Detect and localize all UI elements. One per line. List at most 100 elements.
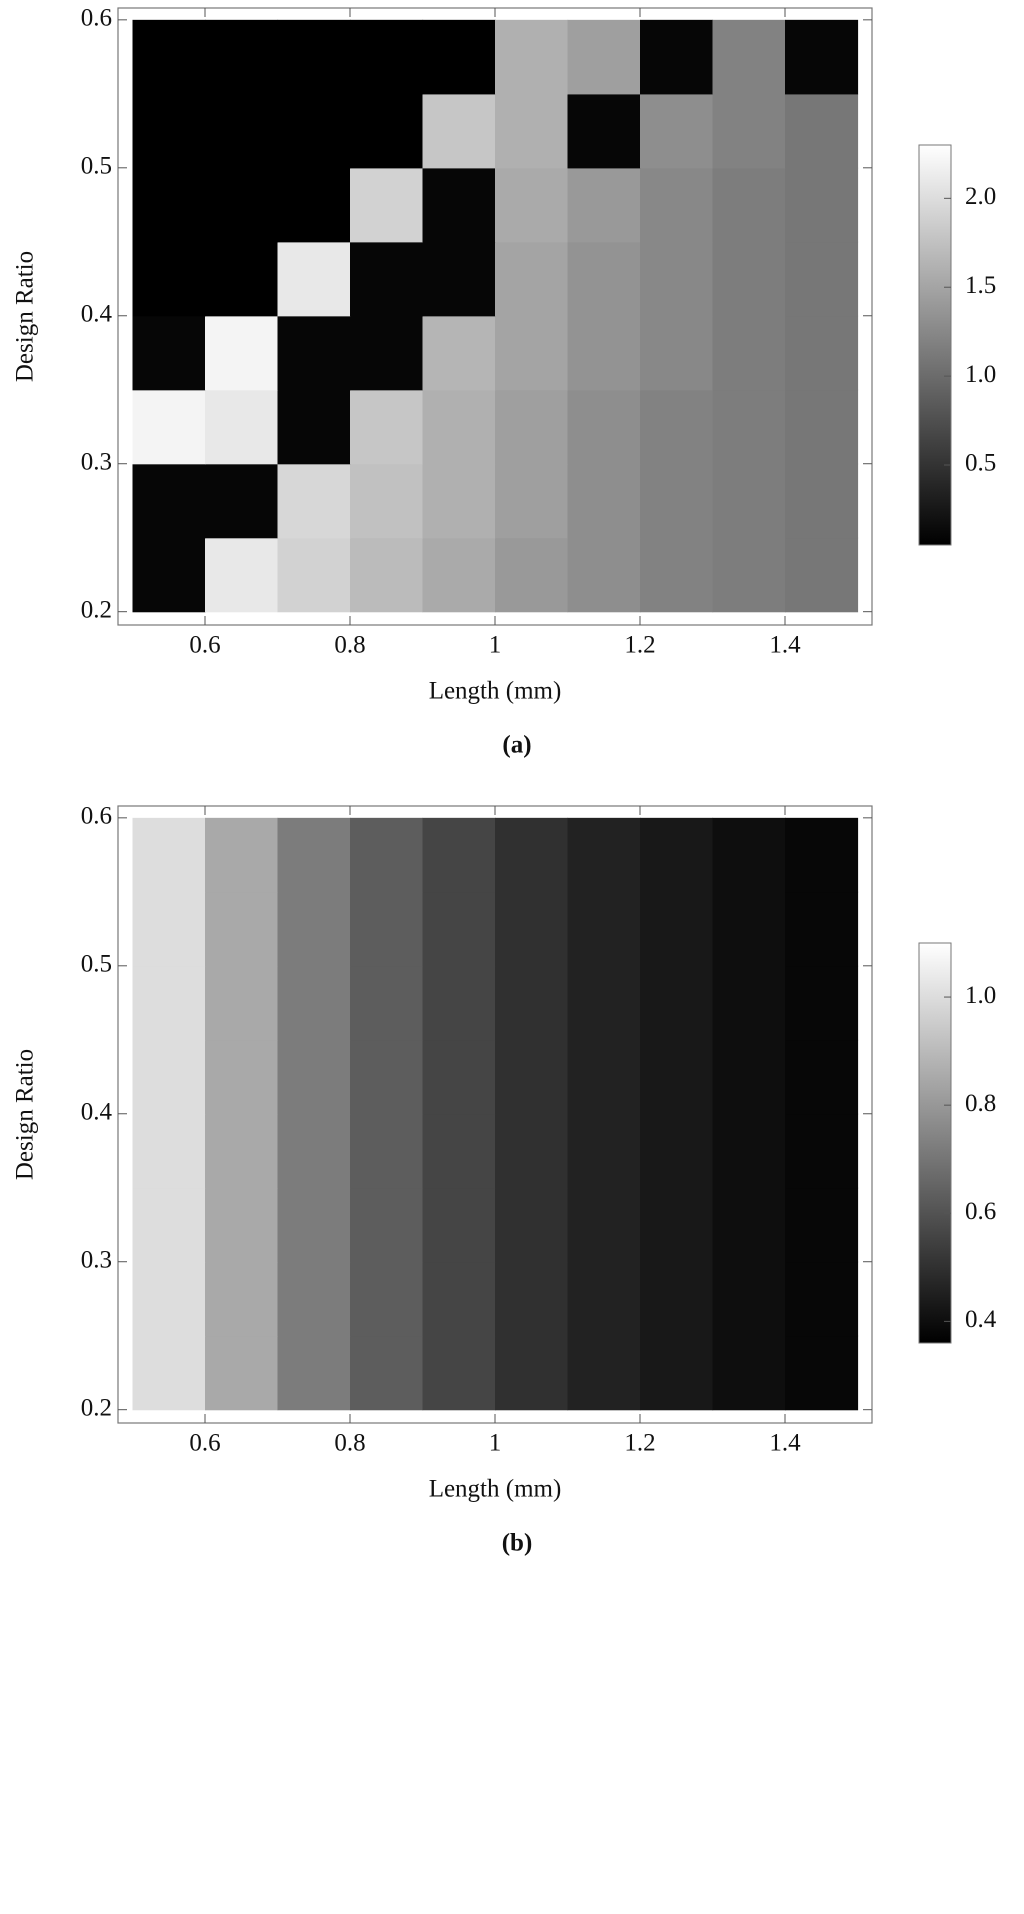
heat-cell <box>277 537 351 613</box>
heat-cell <box>132 1187 206 1263</box>
colorbar-tick-label: 0.6 <box>965 1198 996 1225</box>
heat-cell <box>640 19 714 95</box>
heat-cell <box>495 1039 569 1115</box>
heat-cell <box>712 315 786 391</box>
heat-cell <box>422 537 496 613</box>
heat-cell <box>567 891 641 967</box>
heat-cell <box>277 1187 351 1263</box>
heat-cell <box>422 389 496 465</box>
heat-cell <box>640 817 714 893</box>
heat-cell <box>277 167 351 243</box>
heat-cell <box>350 965 424 1041</box>
heat-cell <box>712 167 786 243</box>
heat-cell <box>277 1335 351 1411</box>
heat-cell <box>785 537 859 613</box>
y-axis-label: Design Ratio <box>12 251 39 382</box>
heat-cell <box>785 1187 859 1263</box>
heat-cell <box>205 241 279 317</box>
heat-cell <box>205 19 279 95</box>
heat-cell <box>495 241 569 317</box>
heat-cell <box>567 19 641 95</box>
heat-cell <box>495 965 569 1041</box>
heat-cell <box>712 1187 786 1263</box>
heat-cell <box>350 241 424 317</box>
x-axis-label: Length (mm) <box>429 678 562 705</box>
heat-cell <box>712 19 786 95</box>
heat-cell <box>132 1039 206 1115</box>
heat-cell <box>785 463 859 539</box>
y-tick-label: 0.4 <box>81 1098 113 1125</box>
heat-cell <box>640 1187 714 1263</box>
heat-cell <box>495 167 569 243</box>
heat-cell <box>495 817 569 893</box>
heat-cell <box>567 1187 641 1263</box>
heat-cell <box>422 19 496 95</box>
x-tick-label: 0.6 <box>189 1430 220 1457</box>
heat-cell <box>350 167 424 243</box>
heat-cell <box>205 1039 279 1115</box>
y-tick-label: 0.5 <box>81 951 112 978</box>
heat-cell <box>640 93 714 169</box>
x-tick-label: 1 <box>489 1430 502 1457</box>
heat-cell <box>422 1113 496 1189</box>
heat-cell <box>277 93 351 169</box>
heat-cell <box>350 1113 424 1189</box>
heat-cell <box>785 1261 859 1337</box>
heat-cell <box>205 93 279 169</box>
heat-cell <box>567 1335 641 1411</box>
heat-cell <box>277 965 351 1041</box>
heat-cell <box>422 1187 496 1263</box>
heat-cell <box>277 891 351 967</box>
heat-cell <box>132 19 206 95</box>
heat-cell <box>640 1113 714 1189</box>
heat-cell <box>350 93 424 169</box>
heat-cell <box>350 1187 424 1263</box>
heat-cell <box>132 315 206 391</box>
x-tick-label: 1.4 <box>769 632 801 659</box>
heat-cell <box>205 463 279 539</box>
heat-cell <box>567 965 641 1041</box>
heat-cell <box>277 1113 351 1189</box>
heat-cell <box>132 891 206 967</box>
heat-cell <box>495 537 569 613</box>
colorbar <box>918 942 952 1344</box>
heat-cell <box>132 167 206 243</box>
heat-cell <box>205 965 279 1041</box>
heat-cell <box>422 1039 496 1115</box>
heat-cell <box>712 537 786 613</box>
x-tick-label: 1 <box>489 632 502 659</box>
heat-cell <box>350 315 424 391</box>
heat-cell <box>422 315 496 391</box>
heat-cell <box>567 241 641 317</box>
heat-cell <box>422 241 496 317</box>
heat-cell <box>567 1039 641 1115</box>
heat-cell <box>495 463 569 539</box>
heat-cell <box>205 817 279 893</box>
heat-cell <box>205 389 279 465</box>
heat-cell <box>205 1113 279 1189</box>
heat-cell <box>640 1261 714 1337</box>
heat-cell <box>785 167 859 243</box>
heat-cell <box>640 463 714 539</box>
heat-cell <box>277 1039 351 1115</box>
heat-cell <box>785 1335 859 1411</box>
heat-cell <box>132 1335 206 1411</box>
heat-cell <box>132 817 206 893</box>
heat-cell <box>785 19 859 95</box>
colorbar-tick-label: 1.0 <box>965 982 996 1009</box>
heat-cell <box>205 891 279 967</box>
heat-cell <box>640 241 714 317</box>
colorbar-tick-label: 2.0 <box>965 183 996 210</box>
colorbar-tick-label: 1.5 <box>965 272 996 299</box>
x-tick-label: 0.6 <box>189 632 220 659</box>
heat-cell <box>277 1261 351 1337</box>
heat-cell <box>567 463 641 539</box>
heat-cell <box>495 93 569 169</box>
heat-cell <box>495 19 569 95</box>
y-tick-label: 0.2 <box>81 1394 112 1421</box>
heat-cell <box>205 315 279 391</box>
heat-cell <box>712 389 786 465</box>
heat-cell <box>785 965 859 1041</box>
heat-cell <box>350 537 424 613</box>
